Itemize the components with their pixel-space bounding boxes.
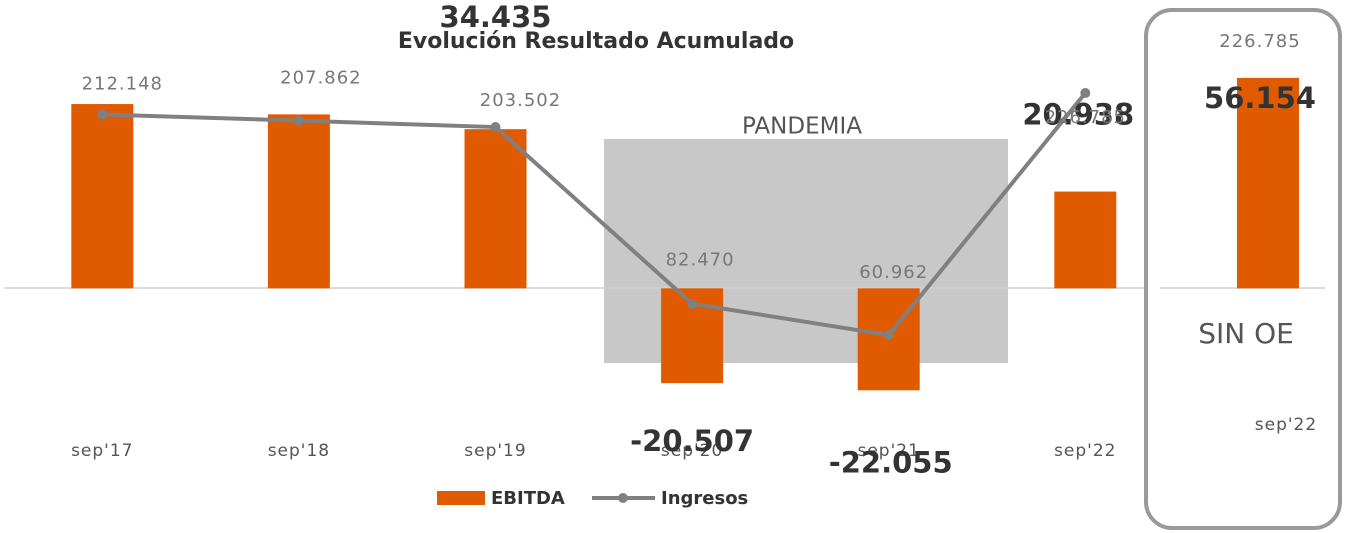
x-tick-label: sep'18 <box>268 441 330 461</box>
legend-label: Ingresos <box>661 488 748 509</box>
annotation: PANDEMIA <box>742 114 862 140</box>
line-value-label: 203.502 <box>480 90 561 111</box>
bar-value-label: -22.055 <box>829 445 953 479</box>
line-value-label: 212.148 <box>82 73 163 94</box>
bar-value-label: 56.154 <box>1204 81 1316 115</box>
bar-value-label: -20.507 <box>630 424 754 458</box>
bar <box>464 129 527 289</box>
bar-value-label: 20.938 <box>1022 98 1134 132</box>
x-tick-label: sep'22 <box>1054 441 1116 461</box>
line-point <box>883 330 894 341</box>
line-point <box>1080 88 1091 99</box>
line-value-label: 60.962 <box>859 262 928 283</box>
line-point <box>97 109 108 120</box>
line-point <box>490 122 501 133</box>
chart-title: Evolución Resultado Acumulado <box>398 29 794 54</box>
x-tick-label: sep'22 <box>1255 415 1317 435</box>
x-tick-label: sep'17 <box>71 441 133 461</box>
value-label: 226.785 <box>1219 31 1300 52</box>
x-tick-label: sep'20 <box>661 441 723 461</box>
line-value-label: 226.785 <box>1045 107 1126 128</box>
line-point <box>293 115 304 126</box>
bar <box>71 104 134 289</box>
legend-swatch <box>437 491 485 505</box>
line-point <box>687 298 698 309</box>
bar <box>267 114 330 289</box>
bar-value-label: 34.435 <box>440 0 552 34</box>
bar <box>1054 191 1117 289</box>
legend-swatch <box>618 493 628 503</box>
annotation: SIN OE <box>1198 317 1294 350</box>
legend-label: EBITDA <box>491 488 565 509</box>
x-tick-label: sep'21 <box>857 441 919 461</box>
line <box>102 91 1087 338</box>
line-value-label: 207.862 <box>280 68 361 89</box>
bar <box>1237 77 1299 289</box>
bar-value-label: 37.633 <box>243 0 355 6</box>
x-tick-label: sep'19 <box>464 441 526 461</box>
panel-frame <box>1144 8 1342 530</box>
line-value-label: 82.470 <box>666 250 735 271</box>
